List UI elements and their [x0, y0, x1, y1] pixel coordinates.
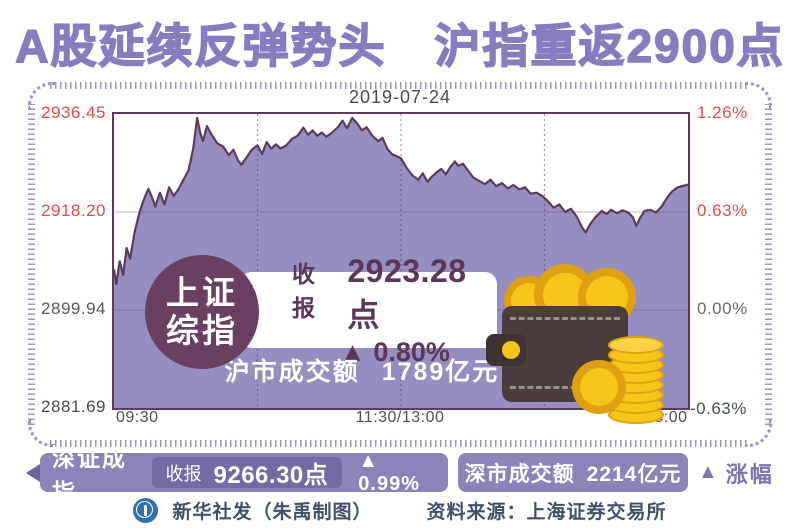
y-axis-label-right: 0.63% [697, 201, 748, 220]
index-badge: 上证 综指 [145, 255, 259, 369]
y-axis-label-right: 1.26% [697, 103, 748, 122]
xinhua-logo-icon [133, 498, 159, 523]
x-axis-tick: 11:30/13:00 [355, 409, 445, 426]
y-axis-label: 2918.20 [41, 201, 106, 220]
up-triangle-icon: ▲ [698, 461, 718, 483]
shenzhen-turnover-label: 深市成交额 [464, 462, 575, 486]
y-axis-label-right: 0.00% [697, 299, 748, 318]
page-title: A股延续反弹势头 沪指重返2900点 [14, 19, 785, 73]
y-axis-label-right: -0.63% [690, 399, 747, 418]
change-value: ▲ 0.80% [339, 336, 450, 367]
y-axis-label: 2881.69 [41, 397, 106, 416]
credits-row: 新华社发（朱禹制图） 资料来源：上海证券交易所 [0, 497, 800, 524]
close-label: 收报 [292, 260, 315, 321]
x-axis-tick: 09:30 [116, 409, 159, 426]
index-badge-line: 综指 [166, 312, 238, 349]
shenzhen-turnover-bar: 深市成交额 2214亿元 [458, 453, 688, 492]
stitch-border-top [50, 82, 750, 89]
stitch-corner [28, 420, 55, 447]
stitch-border-left [28, 104, 35, 425]
y-axis-label: 2936.45 [41, 103, 106, 122]
shenzhen-index-bar: 深证成指 收报 9266.30点 ▲ 0.99% [40, 445, 448, 505]
turnover-row: 沪市成交额 1789亿元 [222, 352, 502, 388]
y-axis-label: 2899.94 [41, 299, 106, 318]
close-value: 2923.28点 [347, 252, 467, 333]
wallet-coins-illustration [486, 260, 675, 425]
shenzhen-turnover-value: 2214亿元 [586, 462, 682, 486]
publisher-credit: 新华社发（朱禹制图） [172, 502, 373, 523]
stitch-corner [28, 82, 55, 109]
source-credit: 资料来源：上海证券交易所 [426, 502, 667, 523]
gain-legend-label: 涨幅 [725, 461, 774, 487]
gain-legend: ▲ 涨幅 [698, 453, 774, 492]
shenzhen-index-name: 深证成指 [52, 444, 127, 505]
pointer-left-icon [26, 464, 40, 482]
turnover-value: 1789亿元 [381, 358, 500, 386]
close-info-box: 收报 2923.28点 ▲ 0.80% [240, 253, 497, 367]
shenzhen-close-value: 9266.30点 [213, 462, 329, 489]
turnover-label: 沪市成交额 [224, 358, 360, 386]
stitch-corner [745, 420, 772, 447]
chart-date: 2019-07-24 [348, 87, 452, 107]
index-badge-line: 上证 [166, 274, 238, 312]
stitch-border-right [765, 104, 772, 425]
wallet-button [502, 341, 520, 359]
shenzhen-change: ▲ 0.99% [358, 449, 420, 495]
stitch-border-bottom [50, 440, 750, 447]
coin-icon [572, 360, 626, 414]
shenzhen-close-label: 收报 [165, 463, 202, 484]
shenzhen-close-box: 收报 9266.30点 [151, 457, 343, 489]
